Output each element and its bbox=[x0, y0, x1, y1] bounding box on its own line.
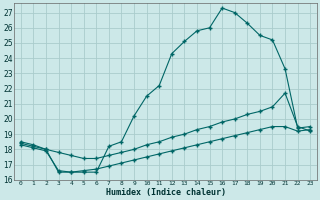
X-axis label: Humidex (Indice chaleur): Humidex (Indice chaleur) bbox=[106, 188, 226, 197]
